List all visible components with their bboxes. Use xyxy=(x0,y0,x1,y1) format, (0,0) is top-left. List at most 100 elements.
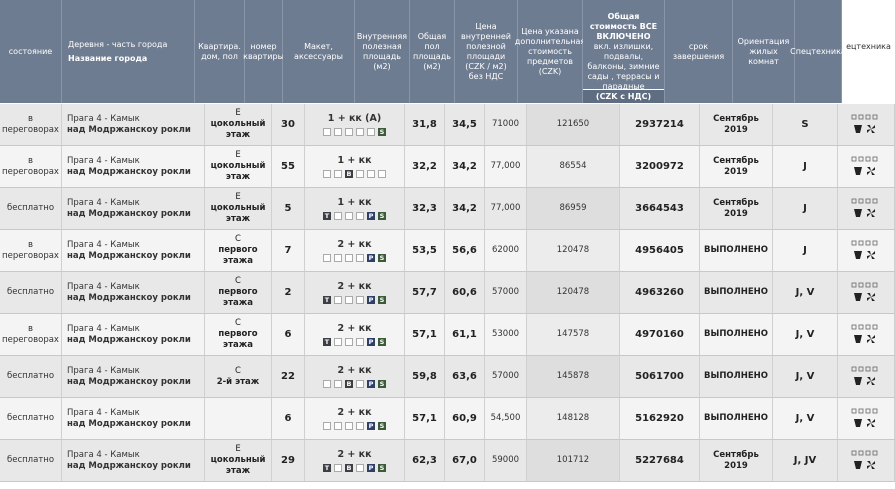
status-cell: бесплатно xyxy=(0,188,62,230)
street: над Модржанскоу рокли xyxy=(67,418,191,429)
extra-price: 148128 xyxy=(556,413,590,423)
tech-sink xyxy=(854,250,862,259)
layout: 1 + кк xyxy=(337,197,372,208)
floor-cell: C 2-й этаж xyxy=(205,356,272,398)
extra-price: 86554 xyxy=(559,161,587,171)
status-cell: бесплатно xyxy=(0,398,62,440)
extra-price-cell: 147578 xyxy=(527,314,620,356)
total-price: 3664543 xyxy=(635,203,684,214)
tech-sink xyxy=(854,124,862,133)
district: Прага 4 - Камык xyxy=(67,155,140,166)
number-cell: 7 xyxy=(272,230,305,272)
layout: 2 + кк xyxy=(337,407,372,418)
floor-code: E xyxy=(235,108,241,118)
floor-name: первого этажа xyxy=(218,245,258,266)
accessory-empty xyxy=(323,254,331,262)
street: над Модржанскоу рокли xyxy=(67,334,191,345)
tech-dot xyxy=(865,324,871,329)
orientation: J, V xyxy=(795,329,815,340)
price-m2-cell: 53000 xyxy=(485,314,527,356)
orientation-cell: J xyxy=(773,188,838,230)
orientation: J xyxy=(803,203,807,214)
tech-fan xyxy=(867,166,875,175)
accessory-icons: B xyxy=(323,170,386,178)
floor-code: C xyxy=(235,318,241,328)
header-text: Квартира. дом, пол xyxy=(198,41,241,61)
completion: Сентябрь 2019 xyxy=(713,197,759,219)
status-cell: бесплатно xyxy=(0,440,62,482)
header-cell: Ориентация жилых комнат xyxy=(733,0,795,103)
inner-area-cell: 59,8 xyxy=(405,356,445,398)
layout: 2 + кк xyxy=(337,281,372,292)
layout-cell: 1 + кк (A) S xyxy=(305,104,405,146)
inner-area-cell: 32,2 xyxy=(405,146,445,188)
total-price-cell: 4956405 xyxy=(620,230,700,272)
extra-price-cell: 145878 xyxy=(527,356,620,398)
district: Прага 4 - Камык xyxy=(67,449,140,460)
completion-cell: Сентябрь 2019 xyxy=(700,146,773,188)
location-cell: Прага 4 - Камык над Модржанскоу рокли xyxy=(62,188,205,230)
inner-area: 57,1 xyxy=(412,329,437,340)
accessory-icon: B xyxy=(345,464,353,472)
district: Прага 4 - Камык xyxy=(67,365,140,376)
tech-icons xyxy=(851,156,878,175)
tech-icons xyxy=(851,240,878,259)
tech-dot xyxy=(865,282,871,287)
total-price-cell: 4963260 xyxy=(620,272,700,314)
tech-sink xyxy=(854,292,862,301)
floor-cell xyxy=(205,398,272,440)
header-cell: ецтехника xyxy=(842,0,895,103)
header-cell: срок завершения xyxy=(665,0,733,103)
number-cell: 6 xyxy=(272,314,305,356)
extra-price-cell: 120478 xyxy=(527,272,620,314)
accessory-empty xyxy=(356,128,364,136)
total-price: 4956405 xyxy=(635,245,684,256)
tech-cell xyxy=(838,104,895,146)
inner-area: 59,8 xyxy=(412,371,437,382)
accessory-icon: P xyxy=(367,464,375,472)
district: Прага 4 - Камык xyxy=(67,113,140,124)
total-area-cell: 34,2 xyxy=(445,146,485,188)
orientation: J, V xyxy=(795,287,815,298)
accessory-empty xyxy=(334,380,342,388)
tech-dot xyxy=(851,324,857,329)
location-cell: Прага 4 - Камык над Модржанскоу рокли xyxy=(62,398,205,440)
accessory-icons: S xyxy=(323,128,386,136)
accessory-icon: P xyxy=(367,422,375,430)
orientation: J, JV xyxy=(793,455,817,466)
tech-dot xyxy=(858,198,864,203)
accessory-empty xyxy=(323,170,331,178)
location-cell: Прага 4 - Камык над Модржанскоу рокли xyxy=(62,230,205,272)
extra-price-cell: 101712 xyxy=(527,440,620,482)
floor-name: цокольный этаж xyxy=(210,161,266,182)
tech-icons xyxy=(851,282,878,301)
district: Прага 4 - Камык xyxy=(67,239,140,250)
price-m2-cell: 54,500 xyxy=(485,398,527,440)
inner-area-cell: 57,1 xyxy=(405,314,445,356)
tech-dot xyxy=(865,408,871,413)
completion-cell: ВЫПОЛНЕНО xyxy=(700,272,773,314)
tech-dot xyxy=(858,240,864,245)
tech-dot xyxy=(851,114,857,119)
tech-fan xyxy=(867,124,875,133)
tech-sink xyxy=(854,208,862,217)
accessory-icon: S xyxy=(378,212,386,220)
inner-area-cell: 62,3 xyxy=(405,440,445,482)
header-subtext: Название города xyxy=(68,53,148,63)
orientation-cell: J, V xyxy=(773,398,838,440)
number-cell: 2 xyxy=(272,272,305,314)
tech-dot xyxy=(851,198,857,203)
header-cell: Цена указана дополнительная стоимость пр… xyxy=(515,0,585,103)
orientation-cell: J xyxy=(773,146,838,188)
tech-fan xyxy=(867,460,875,469)
inner-area: 62,3 xyxy=(412,455,437,466)
accessory-icon: P xyxy=(367,338,375,346)
district: Прага 4 - Камык xyxy=(67,323,140,334)
tech-sink xyxy=(854,460,862,469)
total-price-cell: 3200972 xyxy=(620,146,700,188)
tech-dot xyxy=(858,156,864,161)
